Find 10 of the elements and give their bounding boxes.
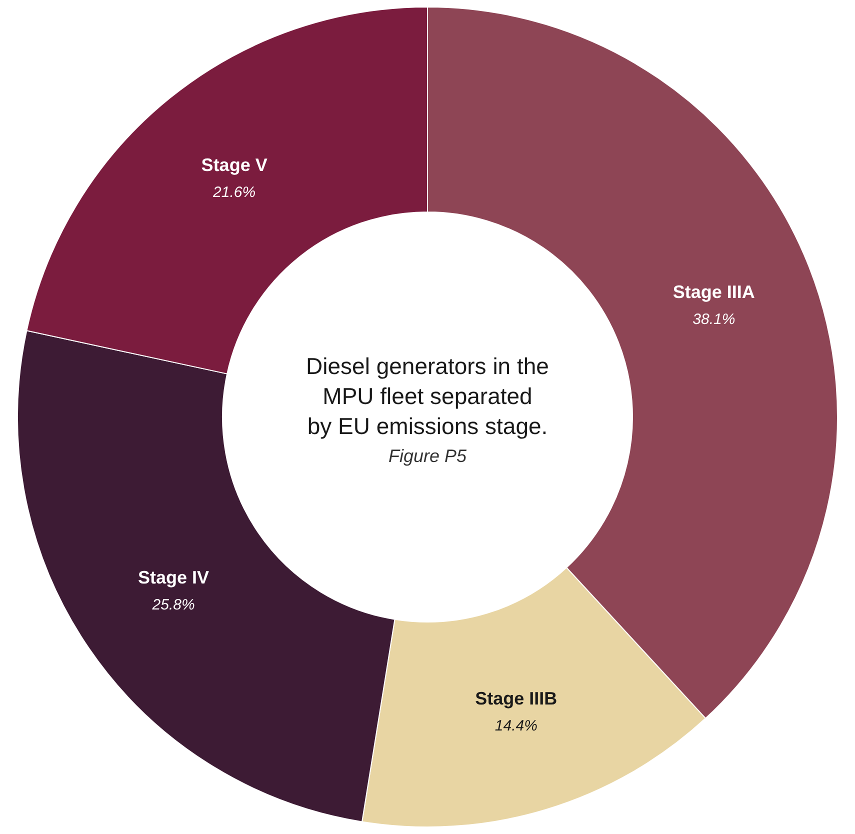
data-label: 38.1% <box>692 311 736 328</box>
slice-label: Stage IV <box>138 567 210 588</box>
slice-label: Stage V <box>201 154 268 175</box>
slice-label: Stage IIIB <box>475 688 558 708</box>
text: Diesel generators in the MPU fleet separated by EU emissions stage. <box>306 353 549 439</box>
data-label: 14.4% <box>494 717 538 734</box>
data-label: 21.6% <box>212 184 256 201</box>
text: Figure P5 <box>388 446 468 466</box>
data-label: 25.8% <box>151 596 195 614</box>
slice-label: Stage IIIA <box>672 282 755 302</box>
